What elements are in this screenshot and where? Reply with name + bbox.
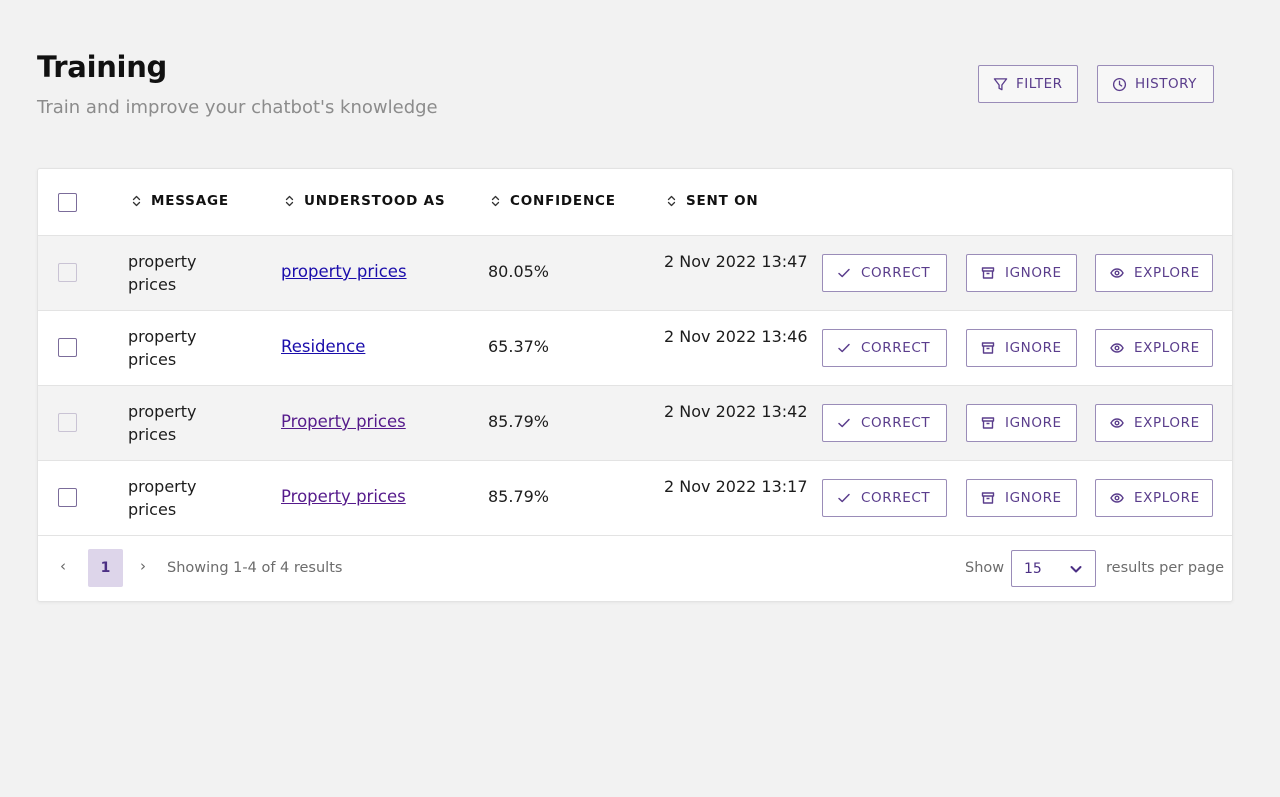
confidence-cell: 80.05% [488, 262, 550, 281]
archive-icon [981, 267, 995, 279]
column-understood-as-label: UNDERSTOOD AS [304, 193, 446, 209]
column-message-label: MESSAGE [151, 193, 229, 209]
next-page-button[interactable]: › [140, 557, 146, 575]
show-label: Show [965, 560, 1005, 576]
prev-page-button[interactable]: ‹ [60, 557, 66, 575]
page-subtitle: Train and improve your chatbot's knowled… [37, 97, 438, 118]
explore-button[interactable]: EXPLORE [1095, 254, 1213, 292]
column-understood-as[interactable]: UNDERSTOOD AS [285, 193, 445, 209]
eye-icon [1110, 418, 1124, 428]
column-confidence-label: CONFIDENCE [510, 193, 616, 209]
understood-as-link[interactable]: Property prices [281, 412, 406, 431]
table-row: property prices Property prices 85.79% 2… [38, 461, 1232, 536]
history-button-label: HISTORY [1135, 76, 1197, 92]
chevron-down-icon [1070, 565, 1082, 572]
row-checkbox[interactable] [58, 338, 77, 357]
understood-as-link[interactable]: property prices [281, 262, 407, 281]
column-sent-on[interactable]: SENT ON [667, 193, 759, 209]
row-checkbox[interactable] [58, 263, 77, 282]
ignore-button-label: IGNORE [1005, 490, 1062, 506]
explore-button[interactable]: EXPLORE [1095, 329, 1213, 367]
eye-icon [1110, 493, 1124, 503]
correct-button-label: CORRECT [861, 265, 931, 281]
archive-icon [981, 342, 995, 354]
sent-on-cell: 2 Nov 2022 13:42 [664, 402, 808, 421]
ignore-button[interactable]: IGNORE [966, 329, 1077, 367]
eye-icon [1110, 343, 1124, 353]
message-cell: property prices [128, 327, 197, 369]
per-page-select[interactable]: 15 [1011, 550, 1096, 587]
check-icon [838, 343, 850, 353]
confidence-cell: 85.79% [488, 412, 550, 431]
sent-on-cell: 2 Nov 2022 13:17 [664, 477, 808, 496]
check-icon [838, 268, 850, 278]
page-number-current[interactable]: 1 [88, 549, 123, 587]
correct-button[interactable]: CORRECT [822, 254, 947, 292]
filter-button[interactable]: FILTER [978, 65, 1078, 103]
table-row: property prices Residence 65.37% 2 Nov 2… [38, 311, 1232, 386]
sort-icon [285, 195, 294, 207]
explore-button-label: EXPLORE [1134, 265, 1200, 281]
column-confidence[interactable]: CONFIDENCE [491, 193, 616, 209]
confidence-cell: 65.37% [488, 337, 550, 356]
archive-icon [981, 417, 995, 429]
table-row: property prices Property prices 85.79% 2… [38, 386, 1232, 461]
message-cell: property prices [128, 477, 197, 519]
sort-icon [491, 195, 500, 207]
page-title: Training [37, 50, 167, 84]
select-all-checkbox[interactable] [58, 193, 77, 212]
understood-as-link[interactable]: Property prices [281, 487, 406, 506]
results-summary: Showing 1-4 of 4 results [167, 560, 343, 576]
training-table: MESSAGE UNDERSTOOD AS CONFIDENCE SENT ON… [37, 168, 1233, 602]
history-button[interactable]: HISTORY [1097, 65, 1214, 103]
message-cell: property prices [128, 252, 197, 294]
correct-button-label: CORRECT [861, 490, 931, 506]
ignore-button-label: IGNORE [1005, 415, 1062, 431]
correct-button[interactable]: CORRECT [822, 404, 947, 442]
ignore-button[interactable]: IGNORE [966, 404, 1077, 442]
confidence-cell: 85.79% [488, 487, 550, 506]
correct-button-label: CORRECT [861, 340, 931, 356]
explore-button-label: EXPLORE [1134, 490, 1200, 506]
explore-button-label: EXPLORE [1134, 415, 1200, 431]
sent-on-cell: 2 Nov 2022 13:46 [664, 327, 808, 346]
table-header: MESSAGE UNDERSTOOD AS CONFIDENCE SENT ON [38, 169, 1232, 236]
explore-button[interactable]: EXPLORE [1095, 404, 1213, 442]
check-icon [838, 493, 850, 503]
understood-as-link[interactable]: Residence [281, 337, 366, 356]
clock-icon [1112, 77, 1127, 91]
results-per-page-label: results per page [1106, 560, 1225, 576]
row-checkbox[interactable] [58, 413, 77, 432]
sort-icon [132, 195, 141, 207]
row-checkbox[interactable] [58, 488, 77, 507]
table-row: property prices property prices 80.05% 2… [38, 236, 1232, 311]
ignore-button-label: IGNORE [1005, 265, 1062, 281]
correct-button[interactable]: CORRECT [822, 329, 947, 367]
sent-on-cell: 2 Nov 2022 13:47 [664, 252, 808, 271]
filter-icon [993, 77, 1008, 90]
explore-button-label: EXPLORE [1134, 340, 1200, 356]
archive-icon [981, 492, 995, 504]
eye-icon [1110, 268, 1124, 278]
column-message[interactable]: MESSAGE [132, 193, 229, 209]
explore-button[interactable]: EXPLORE [1095, 479, 1213, 517]
ignore-button[interactable]: IGNORE [966, 254, 1077, 292]
ignore-button-label: IGNORE [1005, 340, 1062, 356]
sort-icon [667, 195, 676, 207]
correct-button[interactable]: CORRECT [822, 479, 947, 517]
ignore-button[interactable]: IGNORE [966, 479, 1077, 517]
message-cell: property prices [128, 402, 197, 444]
column-sent-on-label: SENT ON [686, 193, 759, 209]
per-page-value: 15 [1024, 560, 1042, 577]
check-icon [838, 418, 850, 428]
correct-button-label: CORRECT [861, 415, 931, 431]
filter-button-label: FILTER [1016, 76, 1063, 92]
